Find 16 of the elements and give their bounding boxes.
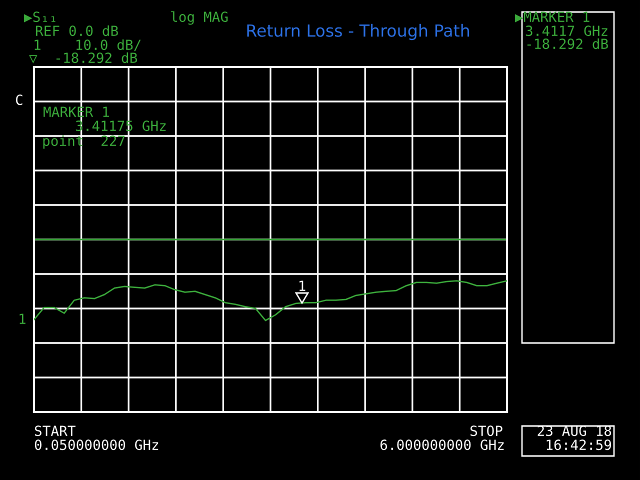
text: C (16, 94, 22, 106)
text: REF 0.0 dB (36, 25, 118, 36)
chart-title: Return Loss - Through Path (247, 24, 469, 40)
text: ▶S₁₁ (24, 12, 56, 22)
text: 1 10.0 dB/ (34, 39, 141, 52)
text: log MAG (171, 11, 228, 25)
text: 6.000000000 GHz (380, 440, 504, 450)
text: 3.4117 GHz (526, 26, 608, 36)
text: ▽ -18.292 dB (29, 52, 138, 64)
text: -18.292 dB (527, 38, 608, 50)
annotation: 1 (299, 280, 306, 291)
text: START (34, 426, 76, 436)
text: 16:42:59 (546, 440, 612, 450)
text: 0.050000000 GHz (34, 440, 158, 450)
text: STOP (470, 426, 502, 436)
text: 1 (20, 314, 26, 324)
